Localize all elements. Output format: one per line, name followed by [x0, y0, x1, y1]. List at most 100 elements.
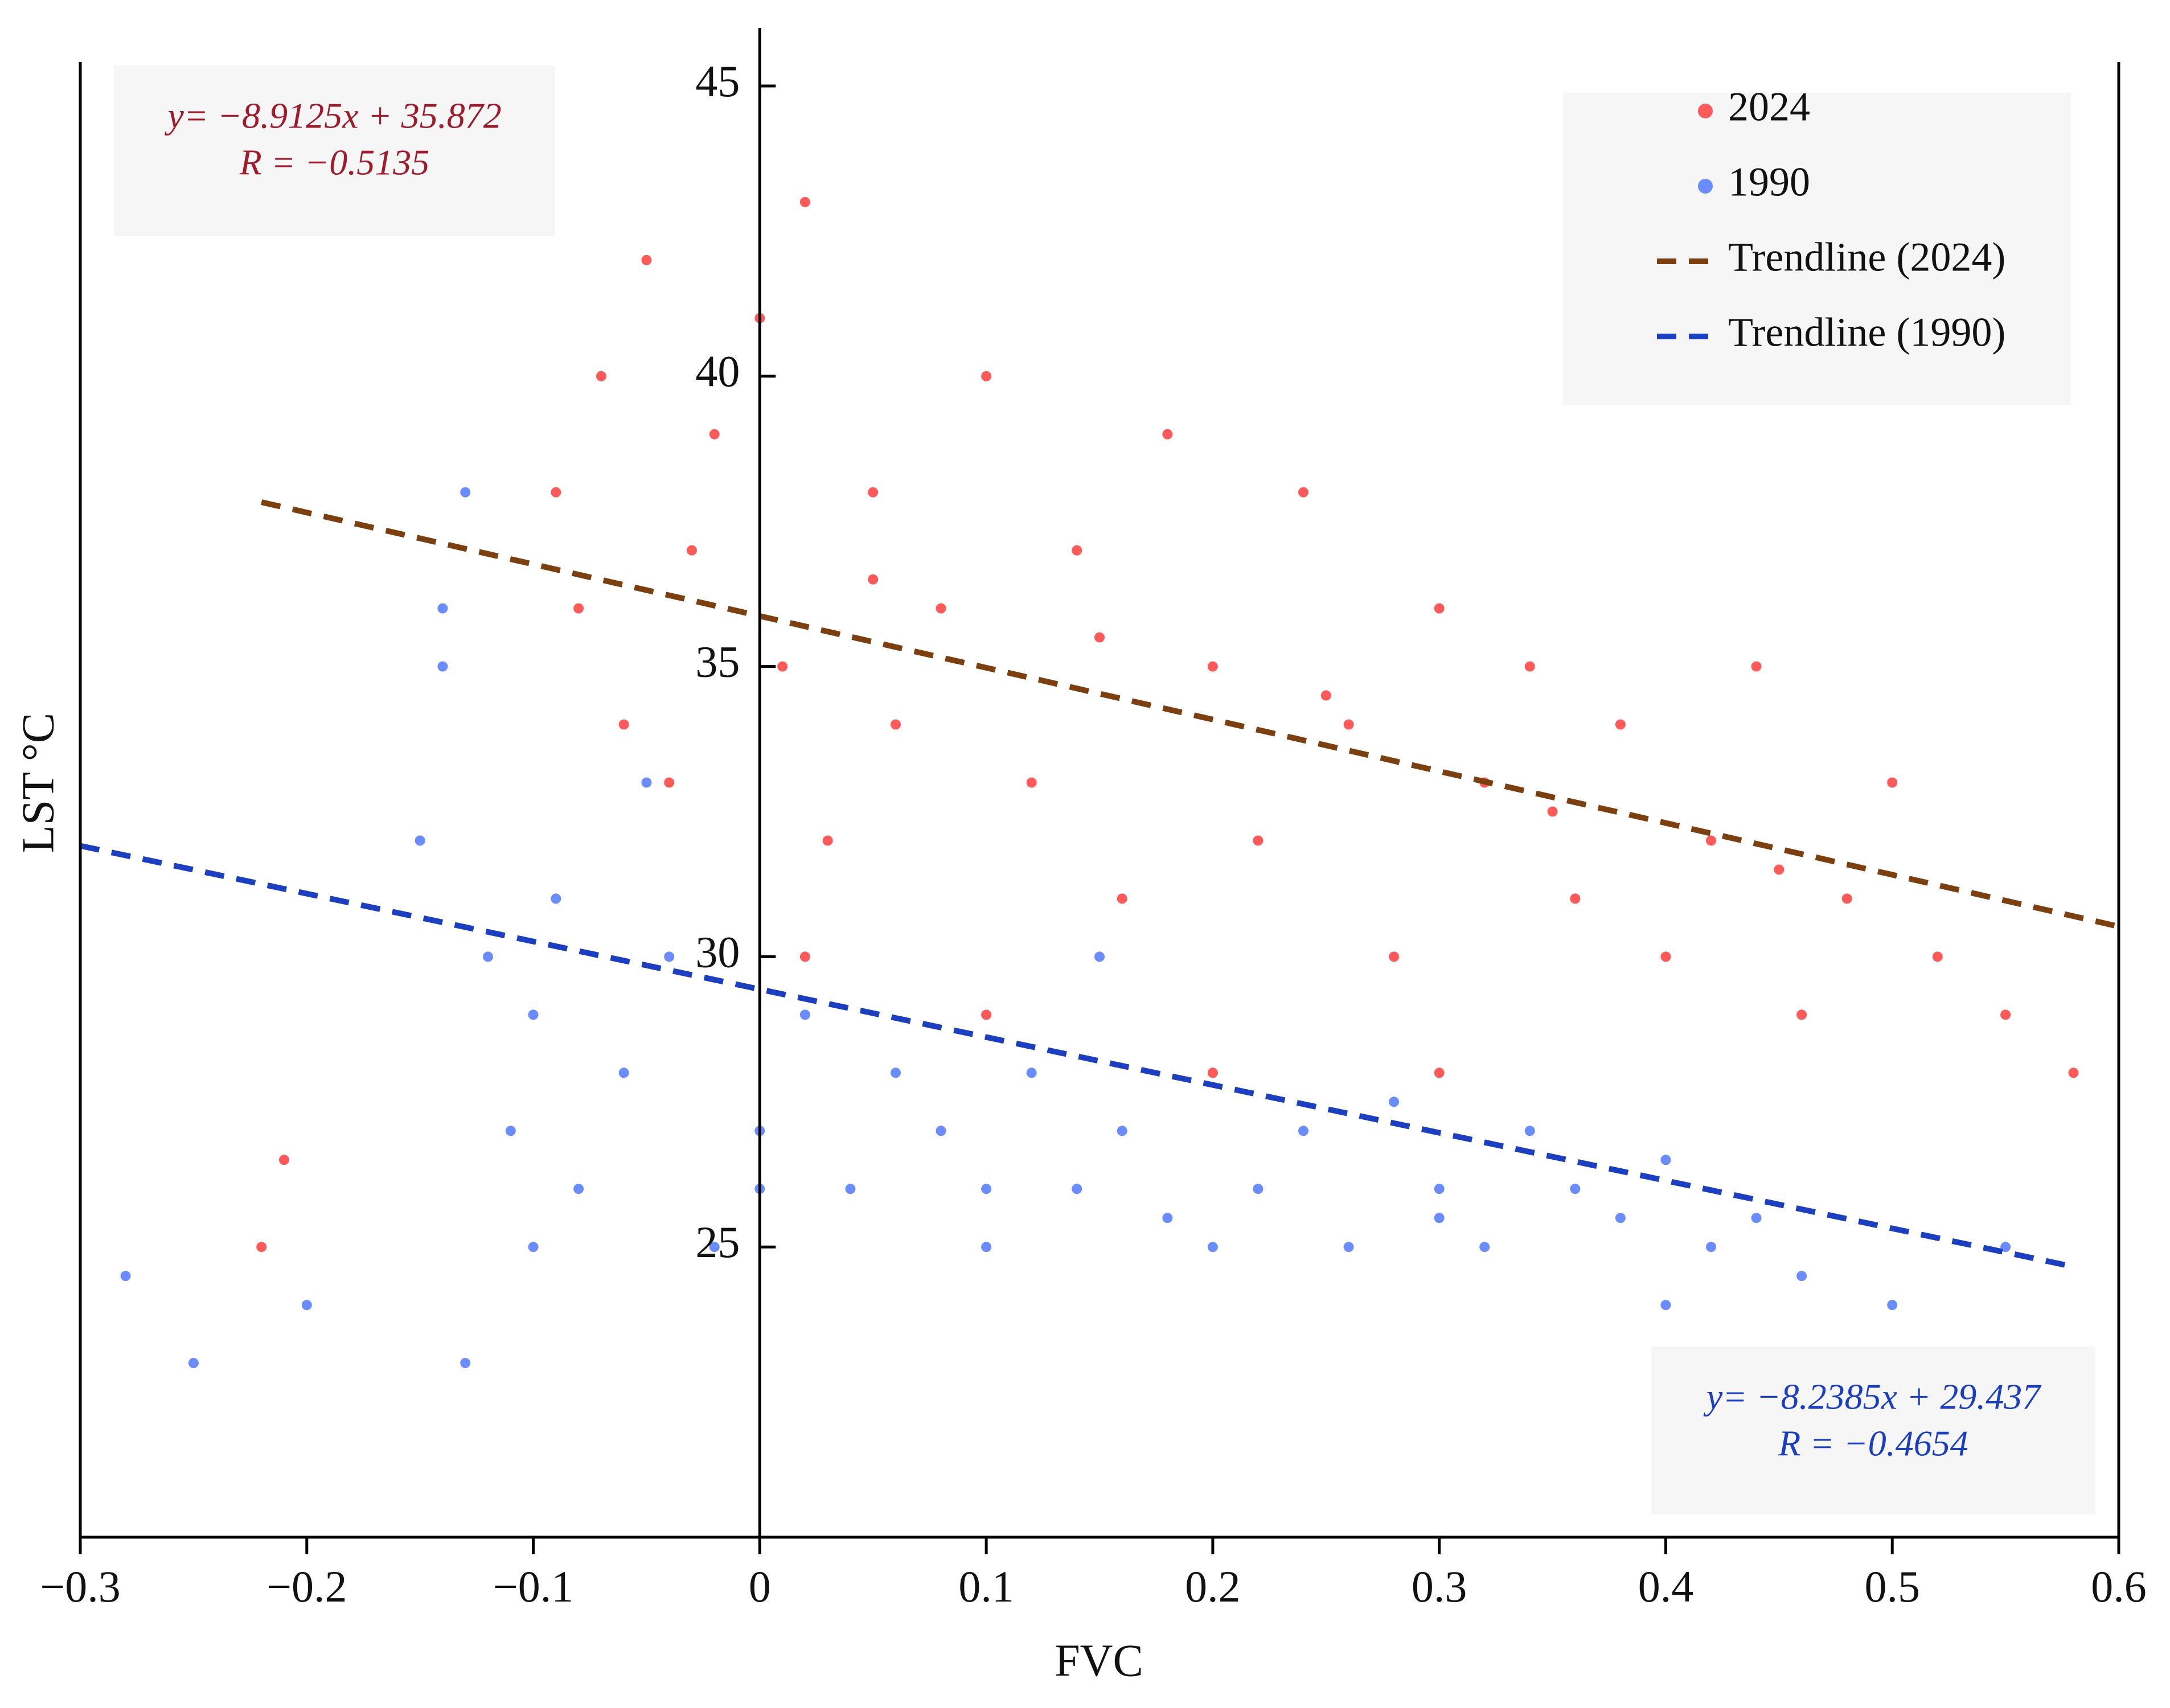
scatter-point [460, 487, 471, 498]
equation-annotation: y= −8.9125x + 35.872 R = −0.5135 [114, 65, 555, 236]
scatter-point [120, 1271, 131, 1282]
scatter-point [1117, 1126, 1127, 1136]
scatter-point [573, 603, 584, 614]
annotation-text: R = −0.4654 [1778, 1423, 1968, 1464]
scatter-point [1094, 632, 1105, 643]
scatter-point [1547, 806, 1558, 817]
x-tick-label: −0.2 [266, 1562, 347, 1611]
scatter-point [1298, 487, 1308, 498]
annotation-box [114, 65, 555, 236]
scatter-point [1434, 1068, 1445, 1078]
scatter-point [483, 951, 493, 962]
scatter-point [1117, 893, 1127, 904]
scatter-point [709, 1242, 720, 1253]
x-tick-label: 0.4 [1638, 1562, 1694, 1611]
y-axis-label: LST °C [13, 713, 63, 853]
scatter-point [1434, 1184, 1445, 1194]
scatter-point [1072, 545, 1082, 556]
legend-label: 1990 [1728, 159, 1810, 205]
x-tick-label: 0.5 [1864, 1562, 1920, 1611]
scatter-point [1389, 1097, 1400, 1107]
x-tick-label: 0.2 [1185, 1562, 1241, 1611]
scatter-point [1615, 1213, 1626, 1223]
scatter-point [981, 1242, 992, 1253]
scatter-point [1887, 777, 1898, 788]
x-tick-label: −0.1 [493, 1562, 574, 1611]
scatter-point [551, 487, 561, 498]
scatter-point [1162, 1213, 1173, 1223]
scatter-point [1887, 1300, 1898, 1311]
scatter-point [1207, 1068, 1218, 1078]
scatter-point [664, 951, 675, 962]
scatter-point [1751, 661, 1762, 672]
scatter-point [596, 371, 606, 381]
scatter-point [845, 1184, 856, 1194]
scatter-point [799, 951, 810, 962]
scatter-point [528, 1242, 539, 1253]
scatter-point [437, 661, 448, 672]
scatter-point [936, 603, 946, 614]
scatter-point [777, 661, 788, 672]
scatter-point [799, 1009, 810, 1020]
scatter-point [799, 196, 810, 207]
scatter-point [1207, 661, 1218, 672]
scatter-point [188, 1358, 199, 1369]
scatter-point [415, 835, 425, 846]
scatter-point [301, 1300, 312, 1311]
scatter-point [1094, 951, 1105, 962]
legend-marker [1698, 179, 1713, 194]
scatter-point [2000, 1009, 2011, 1020]
trendline [261, 499, 2120, 930]
y-tick-label: 35 [695, 637, 740, 686]
scatter-point [1253, 835, 1264, 846]
scatter-point [1026, 777, 1037, 788]
scatter-point [618, 1068, 629, 1078]
scatter-point [1026, 1068, 1037, 1078]
scatter-point [1479, 1242, 1490, 1253]
x-tick-label: 0.1 [958, 1562, 1014, 1611]
scatter-point [1660, 951, 1671, 962]
annotation-text: y= −8.9125x + 35.872 [164, 96, 501, 136]
x-tick-label: −0.3 [40, 1562, 121, 1611]
annotation-box [1651, 1346, 2095, 1514]
y-tick-label: 30 [695, 927, 740, 976]
scatter-point [1207, 1242, 1218, 1253]
legend: 2024 1990 Trendline (2024) Trendline (1990) [1563, 84, 2071, 405]
scatter-point [279, 1155, 289, 1165]
legend-label: Trendline (2024) [1728, 235, 2005, 280]
scatter-point [891, 1068, 901, 1078]
legend-marker [1698, 104, 1713, 118]
scatter-point [1389, 951, 1400, 962]
scatter-point [1524, 661, 1535, 672]
scatter-point [1253, 1184, 1264, 1194]
scatter-point [641, 254, 652, 265]
scatter-point [1660, 1155, 1671, 1165]
scatter-point [1706, 835, 1716, 846]
scatter-point [1570, 1184, 1581, 1194]
scatter-point [618, 719, 629, 730]
scatter-point [1796, 1271, 1807, 1282]
scatter-point [891, 719, 901, 730]
legend-label: 2024 [1728, 84, 1810, 130]
scatter-point [1796, 1009, 1807, 1020]
scatter-point [868, 487, 879, 498]
scatter-point [1706, 1242, 1716, 1253]
scatter-point [868, 574, 879, 585]
y-tick-label: 25 [695, 1217, 740, 1267]
scatter-point [1343, 719, 1354, 730]
scatter-point [822, 835, 833, 846]
scatter-point [981, 1184, 992, 1194]
scatter-point [1932, 951, 1943, 962]
scatter-point [709, 429, 720, 440]
y-tick-label: 45 [695, 56, 740, 106]
annotation-text: y= −8.2385x + 29.437 [1703, 1377, 2042, 1417]
scatter-point [664, 777, 675, 788]
scatter-point [528, 1009, 539, 1020]
scatter-point [505, 1126, 516, 1136]
x-tick-label: 0.6 [2091, 1562, 2147, 1611]
scatter-point [1434, 603, 1445, 614]
scatter-point [1162, 429, 1173, 440]
scatter-point [1774, 864, 1785, 875]
scatter-point [641, 777, 652, 788]
